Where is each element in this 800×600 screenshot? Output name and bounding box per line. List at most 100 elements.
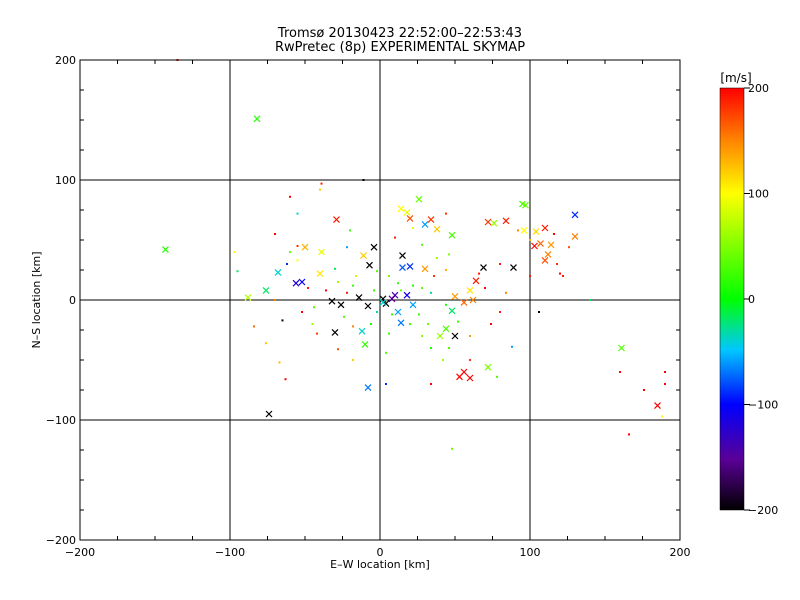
data-point-small bbox=[661, 415, 663, 418]
data-point-cross bbox=[571, 211, 579, 219]
data-point-small bbox=[412, 284, 414, 287]
data-point-small bbox=[478, 272, 480, 275]
colorbar bbox=[719, 87, 745, 511]
data-point-small bbox=[421, 243, 423, 246]
data-point-cross bbox=[333, 216, 340, 224]
data-point-cross bbox=[409, 301, 417, 309]
data-point-cross bbox=[162, 246, 169, 254]
data-point-small bbox=[553, 233, 555, 235]
data-point-cross bbox=[406, 214, 414, 222]
data-point-cross bbox=[451, 332, 459, 340]
data-point-small bbox=[334, 267, 336, 270]
data-point-small bbox=[311, 323, 314, 325]
data-point-cross bbox=[448, 231, 456, 239]
data-point-cross bbox=[244, 294, 252, 302]
data-point-small bbox=[337, 281, 339, 283]
y-tick-label: −200 bbox=[46, 534, 76, 547]
data-point-cross bbox=[466, 374, 474, 382]
data-point-cross bbox=[318, 248, 325, 256]
data-point-small bbox=[274, 233, 276, 235]
data-point-small bbox=[445, 303, 447, 306]
chart-title: Tromsø 20130423 22:52:00–22:53:43 bbox=[277, 26, 523, 41]
x-tick-label: 200 bbox=[670, 546, 691, 559]
data-point-cross bbox=[421, 220, 429, 228]
data-point-small bbox=[385, 383, 387, 385]
data-point-small bbox=[445, 212, 447, 215]
data-point-small bbox=[433, 275, 435, 277]
y-axis-label: N–S location [km] bbox=[30, 251, 43, 348]
data-point-small bbox=[316, 332, 318, 335]
data-point-small bbox=[421, 287, 423, 289]
data-point-cross bbox=[618, 344, 625, 352]
data-point-small bbox=[529, 239, 531, 241]
data-point-small bbox=[430, 347, 432, 349]
colorbar-tick-label: 0 bbox=[748, 293, 755, 306]
data-point-small bbox=[538, 311, 540, 313]
data-point-small bbox=[619, 371, 621, 373]
data-point-small bbox=[296, 259, 299, 262]
data-point-small bbox=[284, 378, 287, 381]
data-point-small bbox=[664, 371, 666, 373]
colorbar-ticks: 200 100 0 −100 −200 bbox=[744, 82, 778, 517]
data-point-cross bbox=[427, 216, 435, 224]
data-point-small bbox=[418, 313, 420, 316]
data-point-small bbox=[236, 270, 239, 273]
data-point-cross bbox=[331, 328, 339, 336]
data-point-small bbox=[427, 323, 429, 325]
data-point-small bbox=[370, 323, 372, 325]
data-point-small bbox=[233, 251, 236, 253]
data-point-small bbox=[278, 361, 281, 364]
data-point-cross bbox=[433, 225, 441, 233]
data-point-cross bbox=[480, 264, 487, 272]
data-point-cross bbox=[403, 291, 411, 299]
data-point-small bbox=[517, 229, 519, 232]
x-tick-label: 100 bbox=[520, 546, 541, 559]
data-point-small bbox=[376, 311, 378, 313]
data-point-small bbox=[281, 319, 284, 322]
data-point-cross bbox=[456, 373, 463, 381]
data-point-small bbox=[457, 320, 459, 323]
data-point-cross bbox=[532, 228, 540, 236]
data-point-small bbox=[373, 289, 375, 292]
data-point-small bbox=[442, 359, 444, 361]
data-point-small bbox=[628, 433, 630, 436]
data-point-cross bbox=[360, 252, 367, 260]
data-point-small bbox=[643, 389, 645, 391]
data-point-cross bbox=[537, 240, 544, 248]
data-point-cross bbox=[472, 277, 480, 285]
data-point-small bbox=[286, 263, 288, 265]
data-point-small bbox=[349, 229, 351, 232]
data-point-small bbox=[451, 447, 453, 450]
data-point-small bbox=[394, 236, 396, 239]
data-point-cross bbox=[541, 256, 549, 264]
data-point-cross bbox=[442, 325, 450, 333]
data-point-small bbox=[496, 375, 498, 378]
data-point-small bbox=[499, 311, 501, 313]
data-point-cross bbox=[328, 297, 336, 305]
data-point-cross bbox=[436, 332, 444, 340]
colorbar-tick-label: −200 bbox=[748, 504, 778, 517]
data-point-cross bbox=[265, 410, 273, 418]
data-point-cross bbox=[510, 264, 517, 272]
data-point-small bbox=[430, 291, 432, 294]
data-point-cross bbox=[337, 301, 345, 309]
data-point-cross bbox=[466, 286, 474, 294]
data-point-small bbox=[499, 263, 501, 265]
data-point-small bbox=[352, 325, 354, 328]
data-point-small bbox=[511, 345, 513, 348]
data-point-cross bbox=[406, 262, 414, 270]
data-point-small bbox=[355, 275, 357, 277]
data-point-cross bbox=[399, 264, 406, 272]
data-point-small bbox=[469, 335, 471, 337]
y-tick-label: 100 bbox=[55, 174, 76, 187]
data-point-cross bbox=[544, 250, 552, 258]
colorbar-label: [m/s] bbox=[720, 71, 751, 85]
data-point-cross bbox=[469, 296, 477, 304]
data-point-cross bbox=[520, 226, 528, 234]
data-point-small bbox=[559, 272, 561, 275]
data-point-small bbox=[664, 383, 666, 385]
data-point-cross bbox=[262, 286, 270, 294]
data-point-cross bbox=[316, 270, 324, 278]
data-point-small bbox=[556, 263, 558, 265]
